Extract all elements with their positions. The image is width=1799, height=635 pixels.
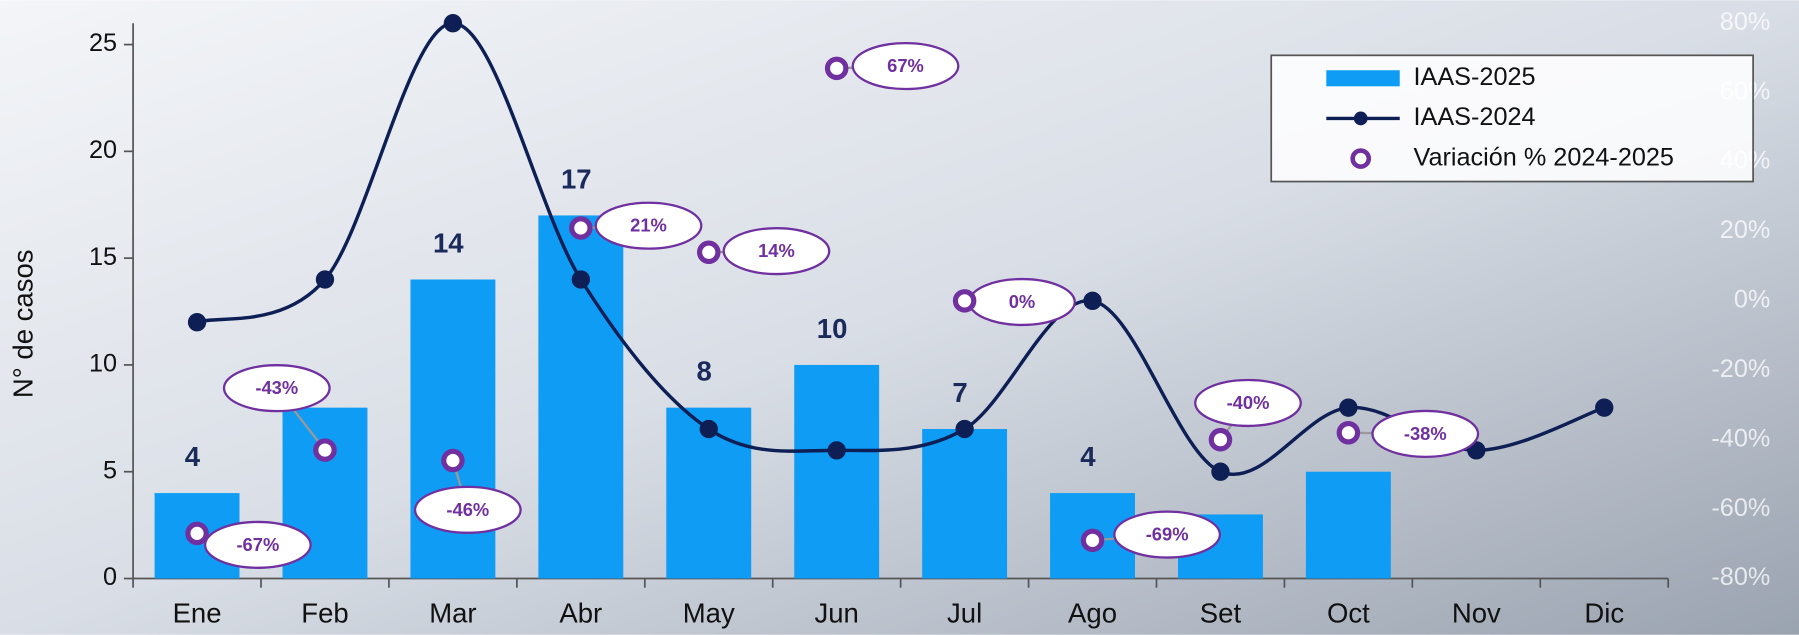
bar-value-label: 4	[185, 441, 201, 472]
y2-tick-label: -40%	[1711, 424, 1770, 452]
line-marker	[827, 441, 846, 460]
x-tick-label: Ago	[1068, 597, 1117, 628]
legend-swatch	[1326, 70, 1400, 87]
bar-value-label: 17	[561, 163, 592, 194]
callout	[851, 41, 960, 91]
y2-tick-label: 80%	[1720, 8, 1771, 36]
callout	[1371, 409, 1480, 458]
variation-point	[569, 216, 593, 240]
line-marker	[315, 270, 335, 289]
y-tick-label: 15	[89, 243, 117, 271]
bar	[922, 429, 1008, 579]
x-tick-label: Dic	[1584, 597, 1624, 628]
line-marker	[1211, 462, 1230, 481]
variation-point	[185, 521, 209, 546]
line-marker	[1083, 291, 1102, 311]
bar-value-label: 8	[697, 355, 712, 386]
x-tick-label: Mar	[429, 597, 476, 628]
bar-value-label: 14	[433, 227, 464, 258]
variation-point	[441, 448, 465, 473]
variation-label: -40%	[1227, 392, 1270, 413]
x-tick-label: May	[683, 597, 735, 628]
y2-tick-label: 20%	[1720, 216, 1771, 244]
variation-point	[1336, 420, 1361, 445]
legend-swatch	[1353, 111, 1368, 126]
callout	[594, 201, 703, 250]
bar-value-label: 4	[1080, 441, 1096, 472]
y2-tick-label: -80%	[1711, 563, 1770, 591]
y-tick-label: 5	[103, 456, 117, 484]
x-tick-label: Abr	[559, 597, 602, 628]
variation-label: 21%	[630, 215, 667, 236]
callout	[203, 520, 312, 569]
legend-label: Variación % 2024-2025	[1414, 143, 1674, 171]
line-marker	[1339, 398, 1358, 417]
legend-label: IAAS-2024	[1414, 103, 1536, 131]
callout	[413, 485, 522, 534]
variation-label: -43%	[255, 377, 298, 398]
variation-label: 14%	[758, 240, 795, 261]
x-tick-label: Set	[1200, 597, 1242, 628]
line-marker	[571, 270, 591, 289]
variation-point	[952, 289, 977, 313]
y2-tick-label: 0%	[1734, 286, 1770, 314]
y-tick-label: 10	[89, 350, 117, 378]
variation-label: -67%	[236, 534, 279, 555]
y-tick-label: 25	[89, 29, 117, 57]
y-axis-title: N° de casos	[8, 249, 39, 398]
y-tick-label: 0	[103, 563, 117, 591]
callout	[1194, 378, 1302, 428]
variation-label: 67%	[887, 55, 924, 76]
variation-label: -46%	[446, 499, 489, 520]
bar-value-label: 10	[817, 313, 848, 344]
x-tick-label: Nov	[1452, 597, 1501, 628]
variation-label: -69%	[1146, 524, 1189, 545]
callout	[1113, 510, 1222, 559]
bar	[794, 364, 880, 579]
variation-label: -38%	[1404, 423, 1447, 444]
legend-label: IAAS-2025	[1414, 63, 1536, 91]
y2-tick-label: -60%	[1711, 494, 1770, 522]
bar	[1305, 471, 1391, 579]
legend-swatch	[1350, 148, 1372, 169]
variation-point	[313, 438, 337, 462]
x-tick-label: Ene	[173, 597, 222, 628]
x-tick-label: Jul	[947, 597, 982, 628]
x-tick-label: Oct	[1327, 597, 1370, 628]
line-marker	[187, 313, 207, 332]
bar-value-label: 7	[952, 377, 967, 408]
bar	[538, 215, 624, 579]
bar	[410, 279, 496, 579]
line-marker	[955, 419, 974, 439]
y2-tick-label: -20%	[1711, 355, 1770, 383]
x-tick-label: Jun	[814, 597, 858, 628]
variation-label: 0%	[1009, 291, 1036, 312]
line-marker	[443, 14, 463, 33]
variation-point	[824, 56, 849, 81]
callout	[722, 227, 831, 276]
line-marker	[699, 419, 718, 439]
x-tick-label: Feb	[301, 597, 348, 628]
variation-point	[696, 240, 721, 265]
variation-point	[1080, 528, 1105, 553]
callout	[222, 364, 331, 413]
line-marker	[1595, 398, 1614, 417]
y-tick-label: 20	[89, 136, 117, 164]
variation-point	[1208, 427, 1233, 452]
